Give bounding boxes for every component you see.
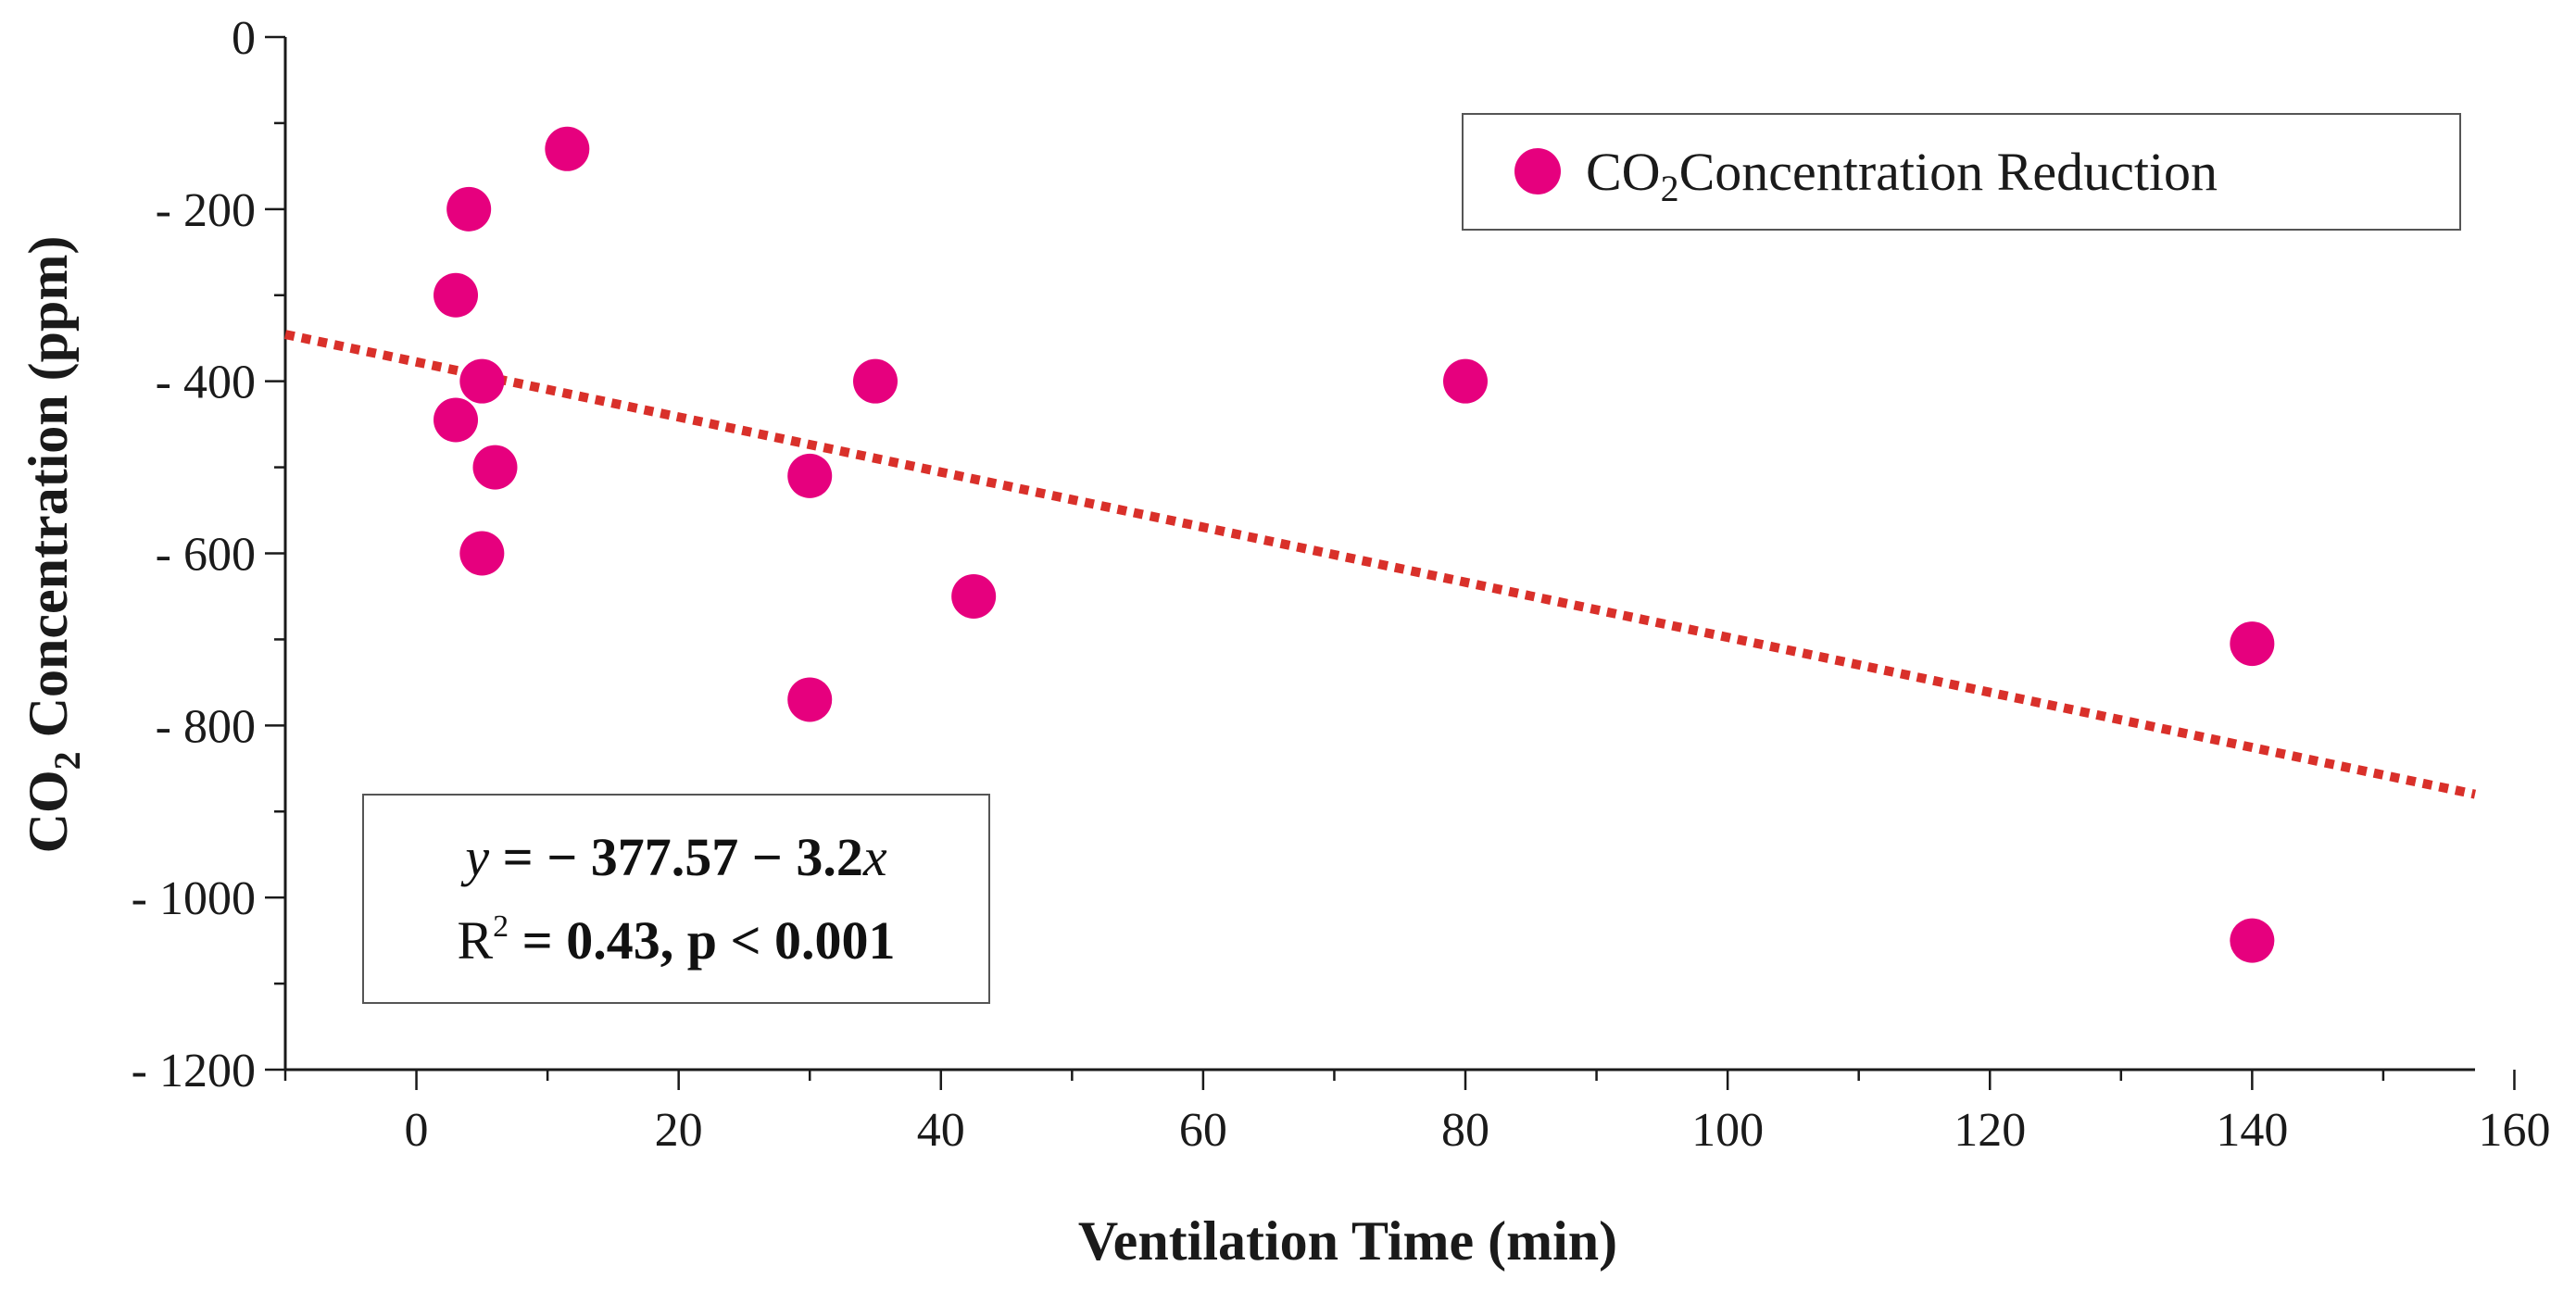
x-tick-label: 160 bbox=[2478, 1104, 2550, 1157]
x-tick-label: 80 bbox=[1441, 1104, 1489, 1157]
data-point bbox=[434, 397, 479, 443]
data-point bbox=[459, 358, 505, 404]
legend-label-prefix: CO bbox=[1586, 142, 1661, 202]
data-point bbox=[472, 445, 518, 490]
y-axis-title-prefix: CO bbox=[18, 770, 79, 853]
x-tick-label: 60 bbox=[1179, 1104, 1227, 1157]
x-tick-label: 20 bbox=[655, 1104, 703, 1157]
stats-r-sup: 2 bbox=[493, 909, 509, 944]
y-tick-label: - 600 bbox=[156, 529, 256, 582]
x-tick-label: 40 bbox=[917, 1104, 965, 1157]
regression-stats: R2 = 0.43, p < 0.001 bbox=[457, 909, 895, 971]
data-point bbox=[787, 677, 833, 722]
data-point bbox=[853, 358, 898, 404]
stats-r: R bbox=[457, 910, 493, 971]
data-point bbox=[1443, 358, 1489, 404]
y-tick-label: - 1200 bbox=[132, 1045, 256, 1097]
trendline bbox=[283, 330, 2477, 799]
regression-annotation: y = − 377.57 − 3.2x R2 = 0.43, p < 0.001 bbox=[362, 794, 990, 1004]
data-point bbox=[951, 573, 997, 619]
equation-body: = − 377.57 − 3.2 bbox=[489, 827, 863, 887]
y-axis-title: CO2 Concentration (ppm) bbox=[18, 236, 88, 854]
legend: CO2Concentration Reduction bbox=[1462, 113, 2461, 231]
x-tick-label: 0 bbox=[405, 1104, 429, 1157]
points-layer bbox=[434, 126, 2275, 963]
data-point bbox=[459, 531, 505, 576]
y-tick-label: - 1000 bbox=[132, 872, 256, 925]
stats-rest: = 0.43, p < 0.001 bbox=[509, 910, 895, 971]
legend-box bbox=[1462, 113, 2461, 231]
data-point bbox=[2230, 621, 2275, 667]
legend-label: CO2Concentration Reduction bbox=[1586, 142, 2218, 209]
legend-label-rest: Concentration Reduction bbox=[1679, 142, 2218, 202]
y-tick-label: - 400 bbox=[156, 357, 256, 409]
y-tick-label: - 800 bbox=[156, 700, 256, 753]
regression-equation: y = − 377.57 − 3.2x bbox=[460, 827, 886, 887]
legend-marker bbox=[1514, 148, 1561, 194]
y-axis-title-rest: Concentration (ppm) bbox=[18, 236, 79, 752]
y-tick-label: 0 bbox=[232, 12, 256, 65]
y-tick-label: - 200 bbox=[156, 184, 256, 237]
annotation-box bbox=[362, 794, 990, 1004]
data-point bbox=[787, 453, 833, 498]
x-tick-label: 140 bbox=[2216, 1104, 2288, 1157]
legend-label-sub: 2 bbox=[1661, 168, 1679, 209]
data-point bbox=[446, 186, 492, 232]
equation-y: y bbox=[460, 827, 489, 887]
data-point bbox=[434, 272, 479, 318]
x-tick-label: 120 bbox=[1954, 1104, 2026, 1157]
data-point bbox=[545, 126, 590, 171]
x-tick-label: 100 bbox=[1691, 1104, 1764, 1157]
tick-labels: 0 20 40 60 80 100 120 140 160 0 - 200 - 400 - 600 - 8… bbox=[132, 12, 2551, 1157]
trendline-layer bbox=[283, 330, 2477, 799]
x-axis-title: Ventilation Time (min) bbox=[1078, 1210, 1617, 1272]
data-point bbox=[2230, 918, 2275, 963]
equation-x: x bbox=[862, 827, 887, 887]
axes bbox=[265, 35, 2516, 1090]
y-axis-title-sub: 2 bbox=[46, 751, 88, 770]
